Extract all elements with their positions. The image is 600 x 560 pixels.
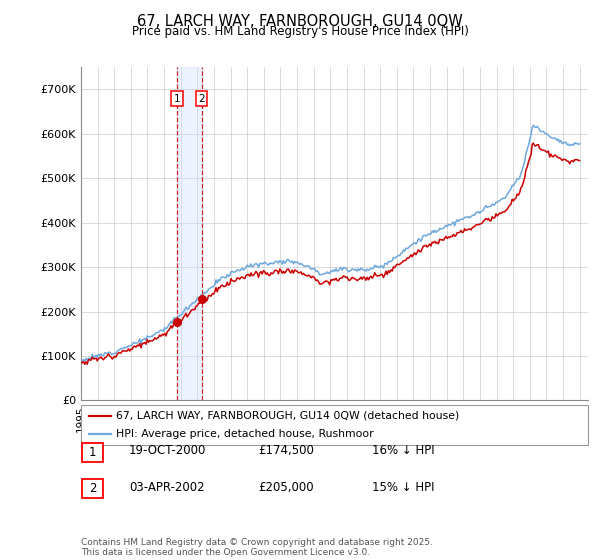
Text: 2: 2 — [198, 94, 205, 104]
Bar — [178, 67, 202, 400]
Text: 2: 2 — [89, 482, 96, 496]
Text: 16% ↓ HPI: 16% ↓ HPI — [372, 444, 434, 458]
Text: 67, LARCH WAY, FARNBOROUGH, GU14 0QW: 67, LARCH WAY, FARNBOROUGH, GU14 0QW — [137, 14, 463, 29]
FancyBboxPatch shape — [81, 405, 588, 445]
Text: Price paid vs. HM Land Registry's House Price Index (HPI): Price paid vs. HM Land Registry's House … — [131, 25, 469, 38]
FancyBboxPatch shape — [82, 443, 103, 462]
Text: £205,000: £205,000 — [258, 480, 314, 494]
Text: 15% ↓ HPI: 15% ↓ HPI — [372, 480, 434, 494]
FancyBboxPatch shape — [82, 479, 103, 498]
Text: HPI: Average price, detached house, Rushmoor: HPI: Average price, detached house, Rush… — [116, 430, 374, 439]
Text: £174,500: £174,500 — [258, 444, 314, 458]
Text: 1: 1 — [174, 94, 181, 104]
Text: 1: 1 — [89, 446, 96, 459]
Text: 19-OCT-2000: 19-OCT-2000 — [129, 444, 206, 458]
Text: 03-APR-2002: 03-APR-2002 — [129, 480, 205, 494]
Text: 67, LARCH WAY, FARNBOROUGH, GU14 0QW (detached house): 67, LARCH WAY, FARNBOROUGH, GU14 0QW (de… — [116, 411, 460, 421]
Text: Contains HM Land Registry data © Crown copyright and database right 2025.
This d: Contains HM Land Registry data © Crown c… — [81, 538, 433, 557]
